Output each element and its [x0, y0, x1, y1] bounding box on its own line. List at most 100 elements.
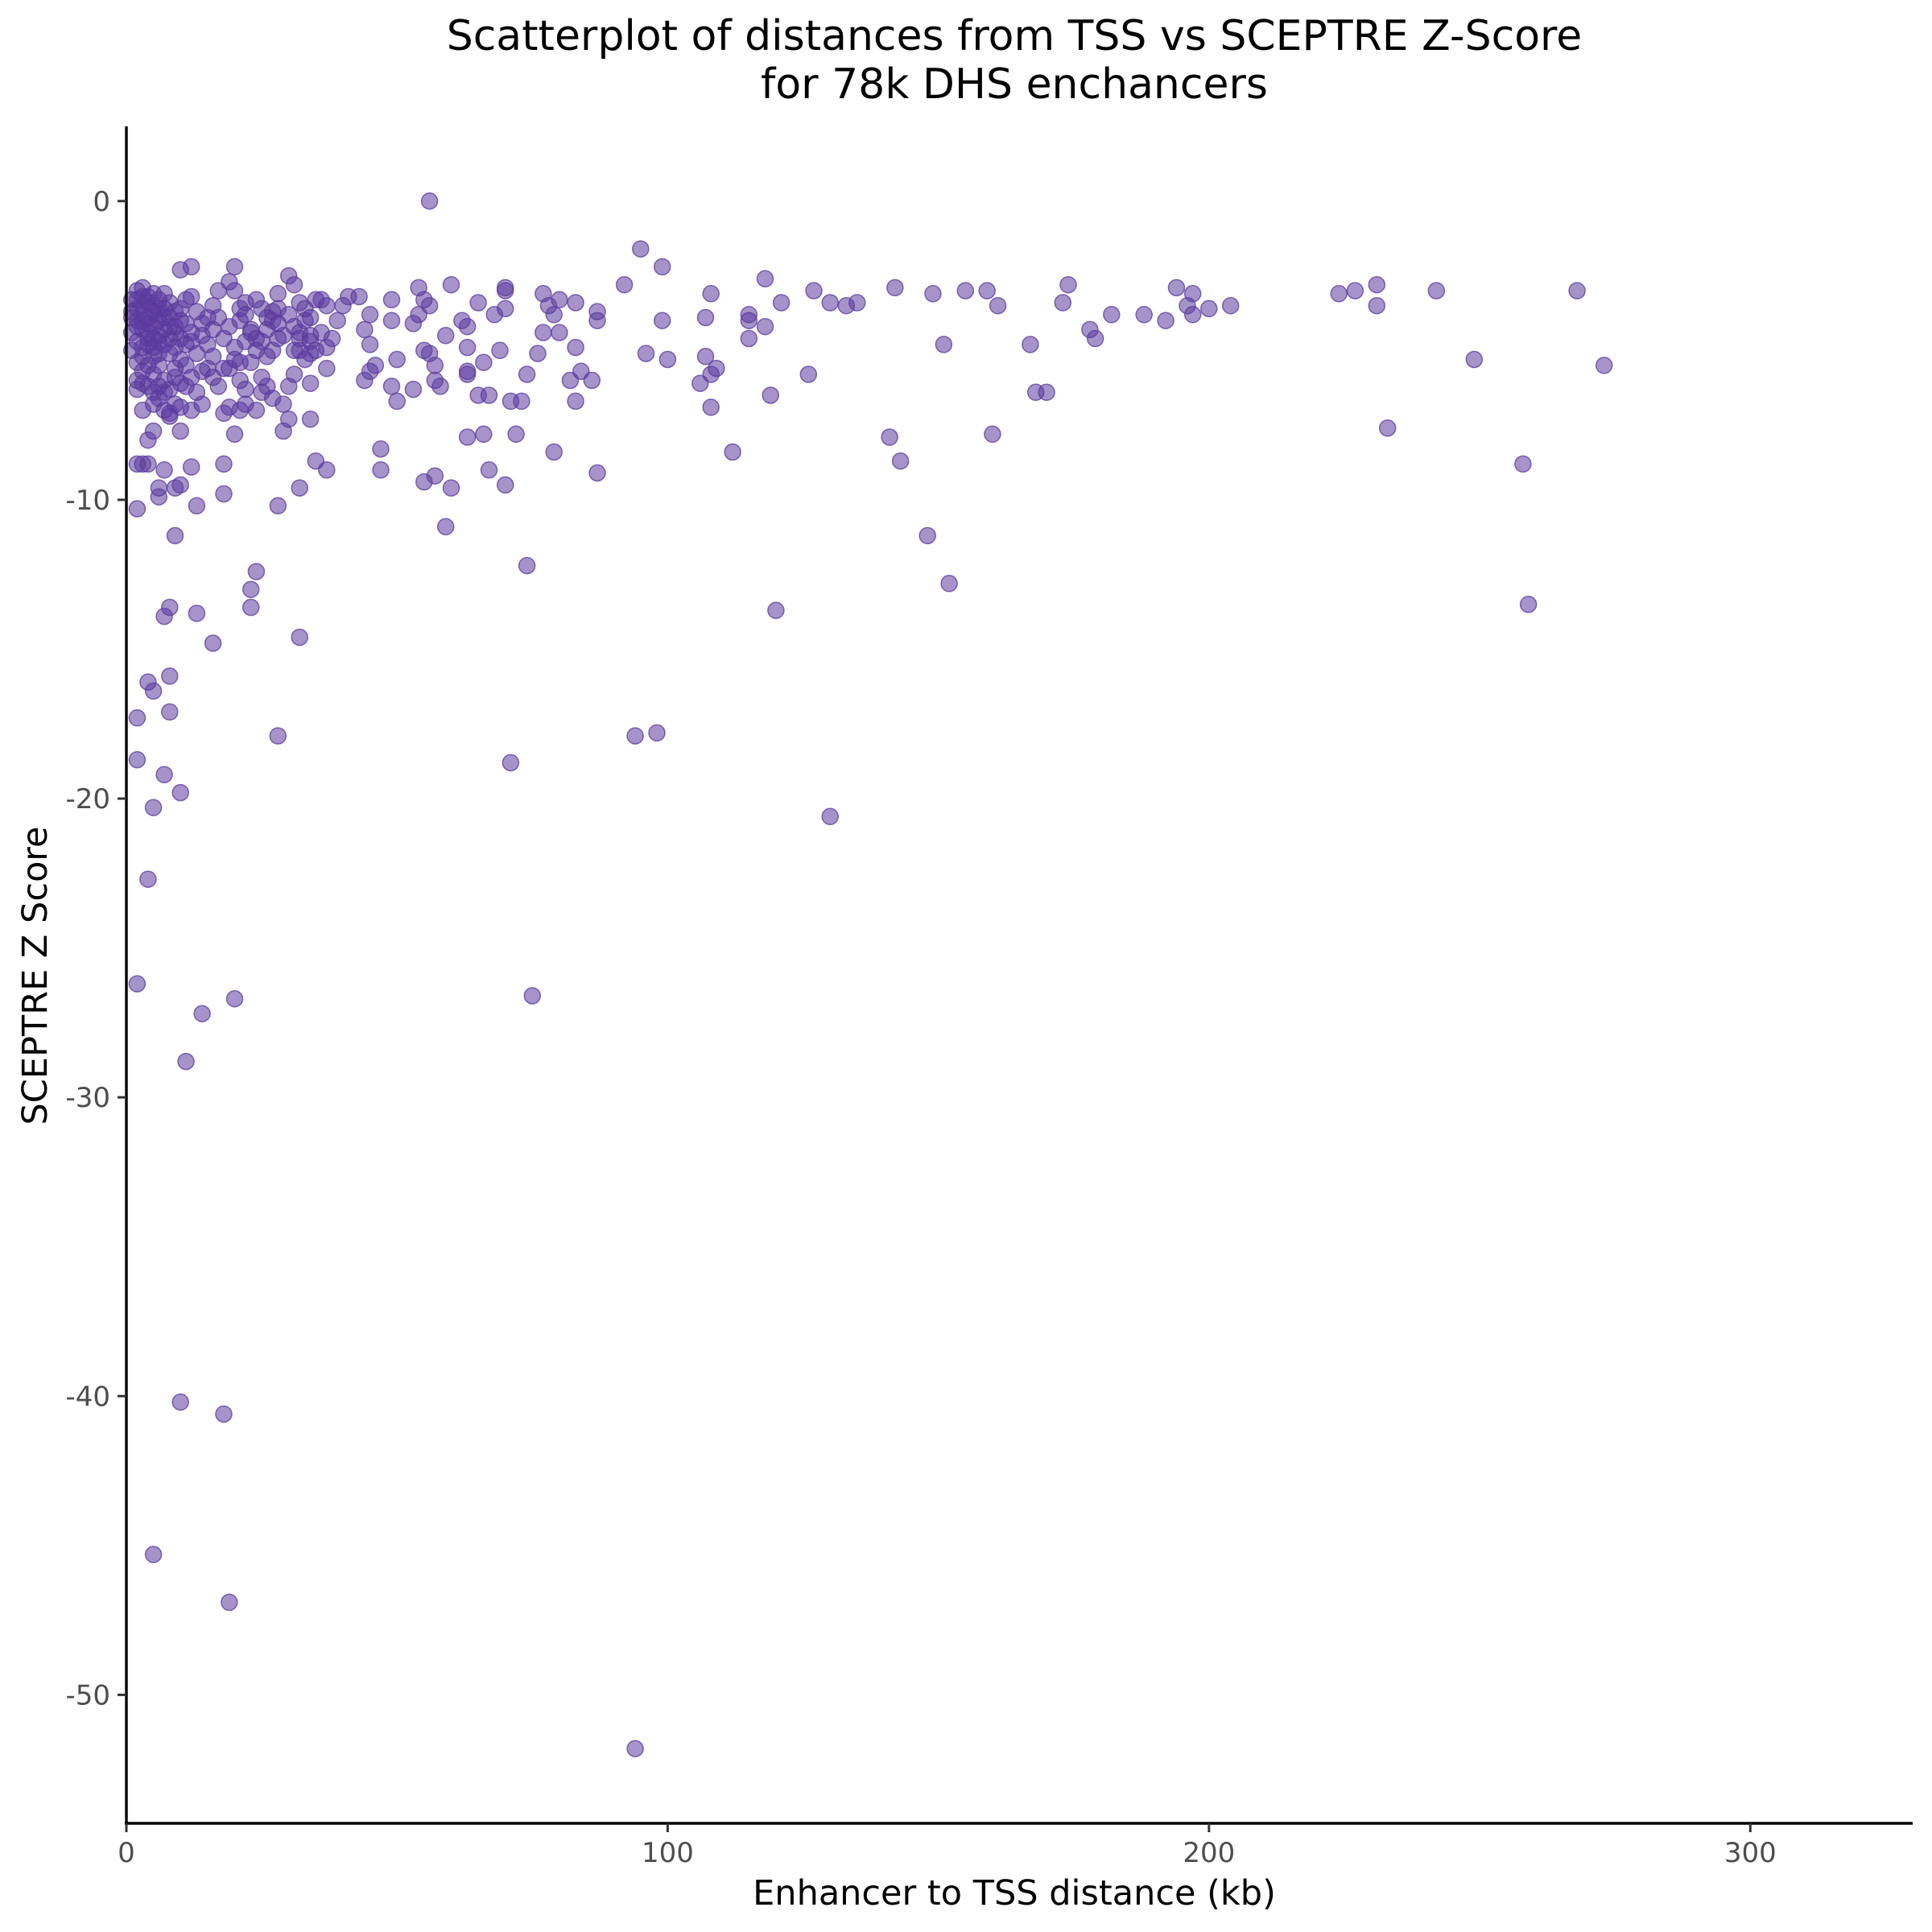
- data-point: [1183, 306, 1202, 324]
- data-point: [242, 580, 260, 598]
- y-axis-label: SCEPTRE Z Score: [15, 827, 56, 1125]
- data-point: [740, 329, 758, 348]
- data-point: [805, 282, 823, 299]
- data-point: [242, 353, 260, 371]
- data-point: [442, 479, 460, 497]
- data-point: [475, 425, 493, 444]
- data-point: [318, 461, 336, 479]
- data-point: [632, 240, 650, 258]
- data-point: [1167, 279, 1186, 297]
- data-point: [529, 345, 547, 362]
- data-point: [567, 392, 584, 411]
- data-point: [561, 371, 580, 390]
- data-point: [161, 667, 179, 685]
- data-point: [453, 312, 471, 329]
- data-point: [177, 315, 195, 332]
- data-point: [291, 479, 308, 497]
- data-point: [1427, 282, 1446, 299]
- data-point: [426, 467, 444, 485]
- data-point: [924, 285, 942, 303]
- data-point: [626, 727, 644, 745]
- data-point: [762, 386, 779, 404]
- data-point: [436, 518, 455, 536]
- data-point: [275, 422, 292, 440]
- data-point: [1346, 282, 1364, 299]
- data-point: [691, 374, 709, 392]
- data-point: [653, 312, 671, 329]
- y-tick-label: -10: [65, 485, 110, 517]
- data-point: [415, 341, 433, 360]
- data-point: [469, 294, 487, 312]
- data-point: [480, 386, 498, 404]
- data-point: [1103, 306, 1121, 324]
- data-point: [144, 799, 163, 816]
- data-point: [799, 365, 818, 383]
- data-point: [144, 1546, 163, 1563]
- data-point: [301, 410, 320, 428]
- data-point: [588, 464, 606, 482]
- x-tick-label: 100: [642, 1837, 694, 1869]
- x-axis-ticks: 0 100 200 300: [118, 1823, 1777, 1869]
- data-point: [188, 497, 206, 515]
- data-point: [442, 275, 460, 294]
- data-point: [204, 634, 222, 652]
- data-point: [935, 336, 953, 353]
- data-point: [225, 338, 244, 357]
- data-point: [161, 317, 179, 336]
- data-point: [166, 479, 184, 497]
- data-point: [144, 329, 163, 348]
- x-tick-label: 200: [1183, 1837, 1235, 1869]
- chart-subtitle: for 78k DHS enchancers: [761, 60, 1268, 109]
- data-point: [388, 392, 406, 411]
- data-point: [171, 422, 189, 440]
- x-tick-label: 300: [1724, 1837, 1777, 1869]
- data-point: [821, 294, 839, 312]
- data-point: [567, 338, 584, 357]
- data-point: [426, 357, 444, 374]
- data-point: [507, 425, 525, 444]
- data-point: [139, 673, 157, 691]
- data-point: [144, 348, 163, 365]
- data-point: [1465, 350, 1484, 369]
- data-point: [491, 341, 509, 360]
- data-point: [1368, 296, 1386, 315]
- data-point: [188, 303, 206, 320]
- data-point: [275, 395, 292, 413]
- y-tick-label: -30: [65, 1082, 110, 1114]
- data-point: [285, 275, 303, 294]
- chart-title: Scatterplot of distances from TSS vs SCE…: [447, 12, 1583, 60]
- data-point: [523, 987, 542, 1005]
- data-point: [177, 1052, 195, 1071]
- data-point: [502, 753, 520, 772]
- data-point: [502, 392, 520, 411]
- data-point: [161, 703, 179, 721]
- data-point: [648, 724, 666, 742]
- data-point: [242, 598, 260, 617]
- x-axis-label: Enhancer to TSS distance (kb): [753, 1873, 1276, 1913]
- data-point: [155, 461, 173, 479]
- data-point: [128, 975, 147, 993]
- data-point: [1022, 336, 1039, 353]
- data-point: [139, 870, 157, 888]
- data-point: [420, 192, 439, 210]
- data-point: [312, 324, 330, 341]
- data-point: [551, 324, 568, 341]
- data-point: [458, 338, 477, 357]
- data-point: [658, 350, 677, 369]
- data-point: [404, 380, 423, 398]
- data-point: [756, 270, 774, 288]
- data-point: [740, 312, 758, 329]
- data-point: [134, 362, 151, 381]
- y-tick-label: -20: [65, 783, 110, 815]
- data-point: [458, 428, 477, 446]
- data-point: [1368, 275, 1386, 294]
- data-point: [182, 458, 200, 476]
- data-point: [496, 282, 514, 299]
- data-point: [410, 279, 427, 297]
- data-point: [919, 526, 936, 545]
- data-point: [334, 296, 352, 315]
- data-point: [588, 312, 606, 329]
- x-tick-label: 0: [118, 1837, 135, 1869]
- data-point: [881, 428, 898, 446]
- data-point: [886, 279, 904, 297]
